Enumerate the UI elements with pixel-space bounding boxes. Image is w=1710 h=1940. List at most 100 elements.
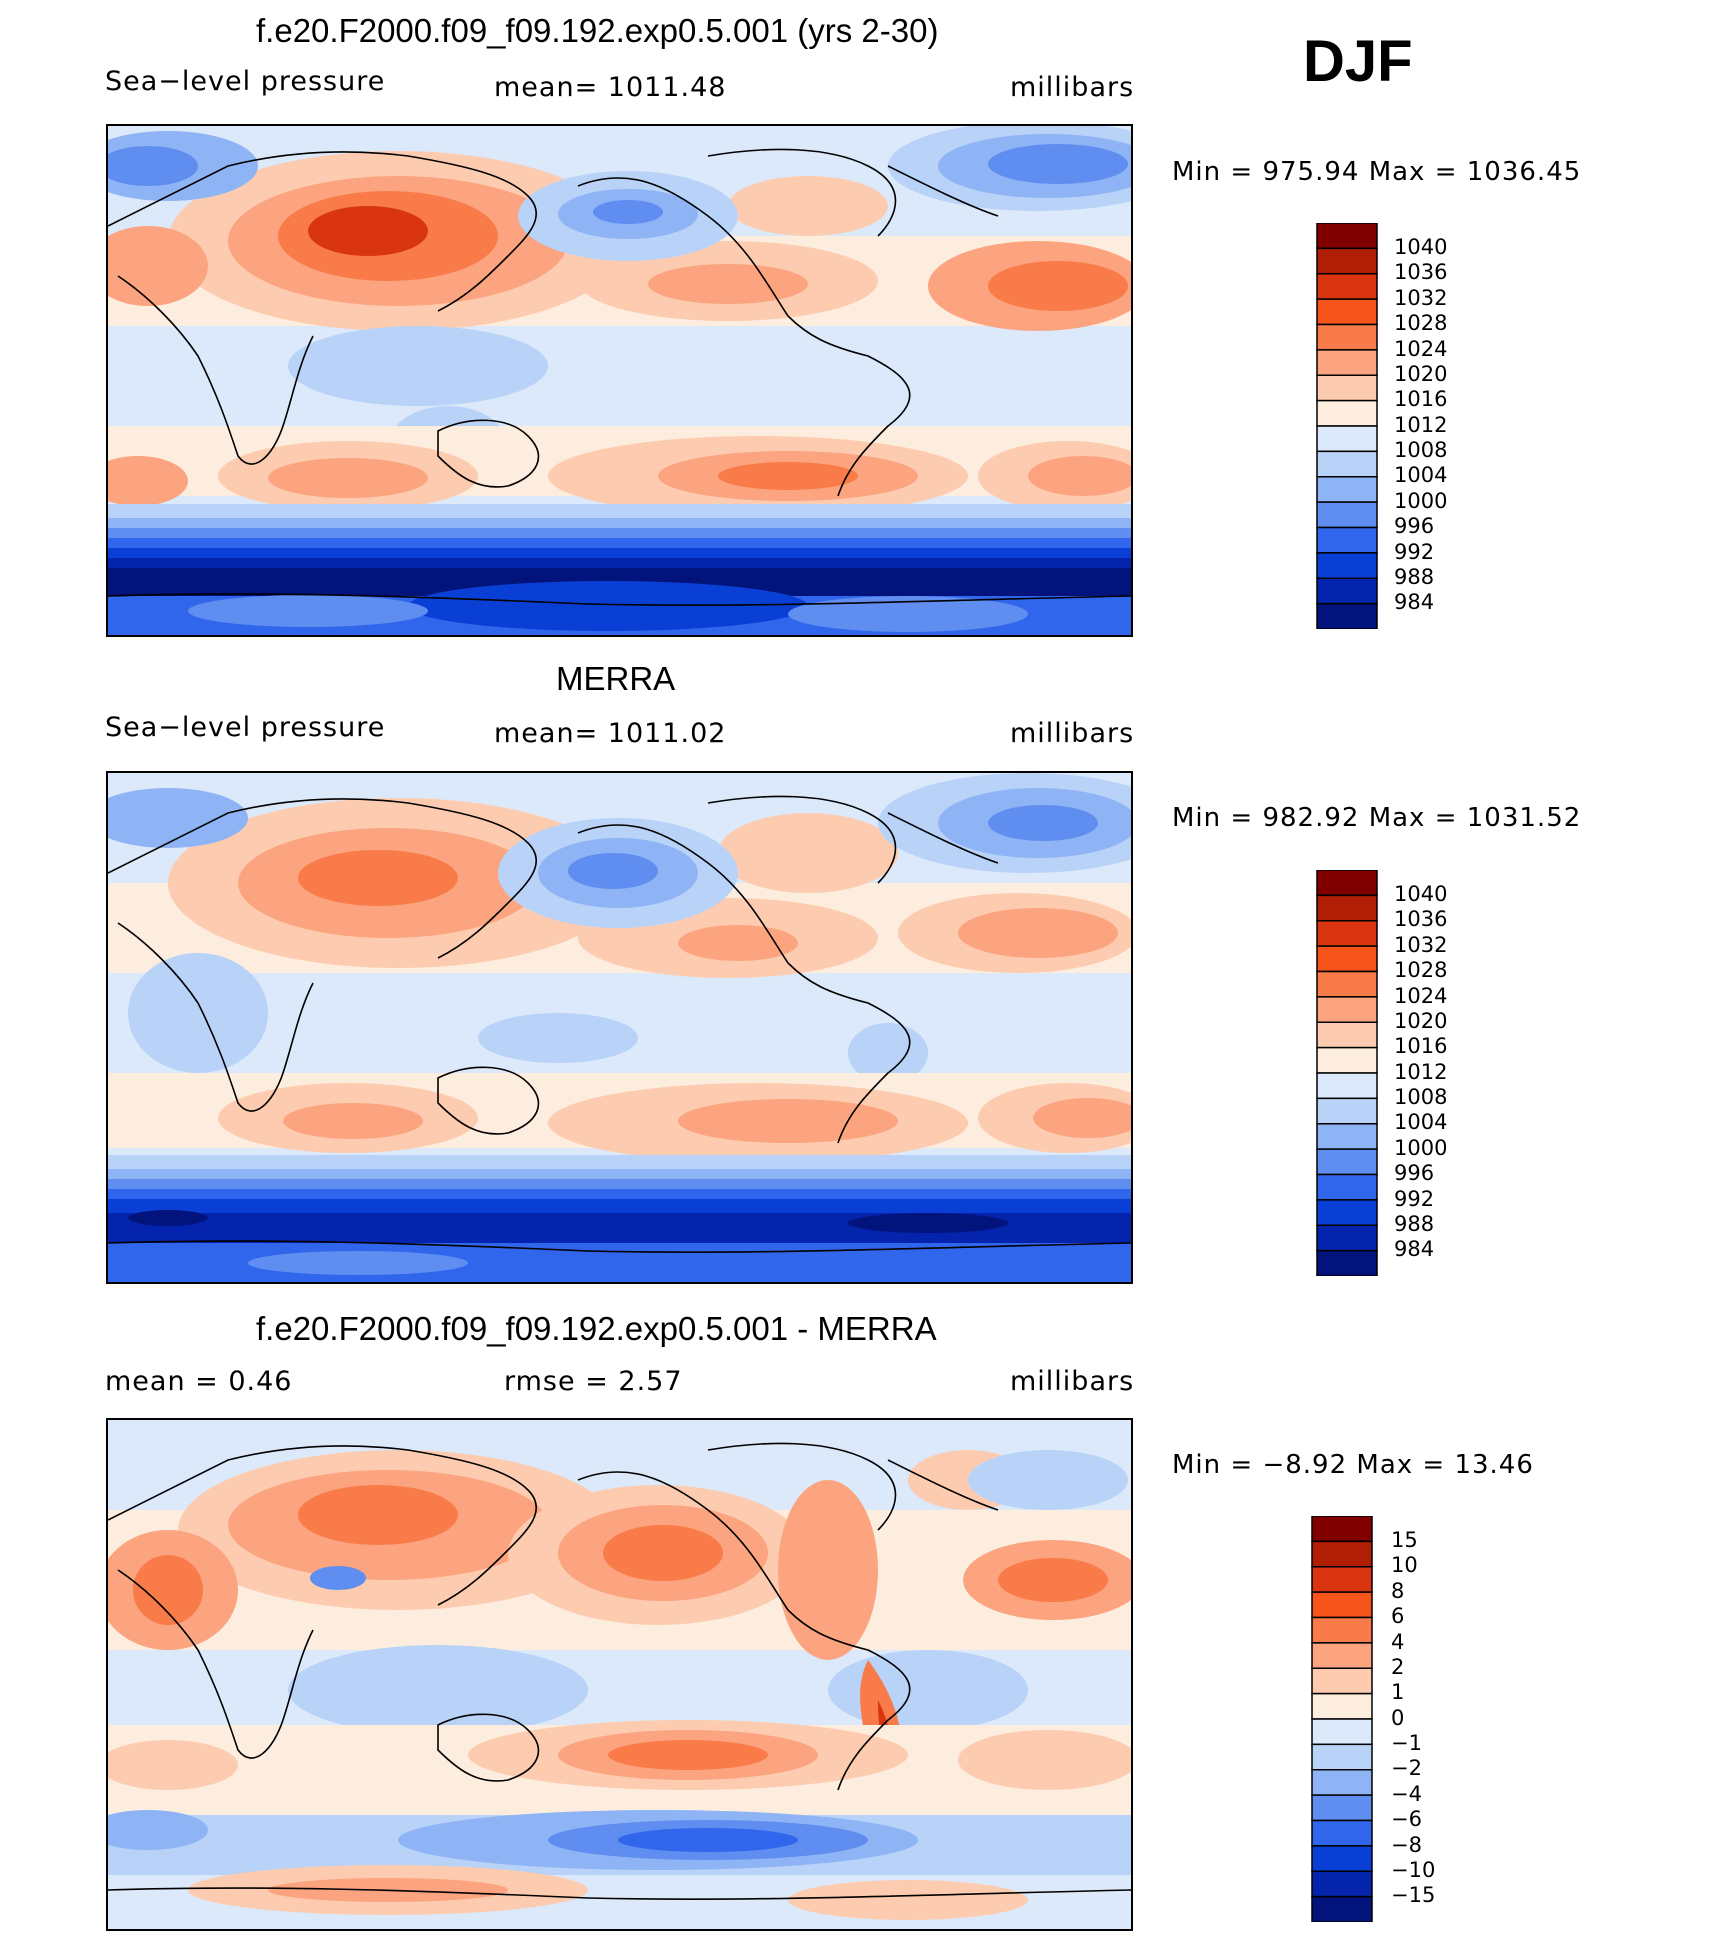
colorbar-tick-label: 1040: [1394, 882, 1448, 906]
colorbar-tick-label: 1020: [1394, 361, 1448, 386]
colorbar-tick-label: 1000: [1394, 1135, 1448, 1160]
colorbar-swatch: [1311, 1692, 1373, 1720]
colorbar-tick-label: 2: [1391, 1654, 1405, 1679]
colorbar-swatch: [1311, 1566, 1373, 1593]
colorbar-swatch: [1311, 1516, 1373, 1543]
colorbar-swatch: [1316, 1072, 1378, 1100]
colorbar-tick-label: −6: [1391, 1807, 1422, 1832]
colorbar-tick-label: 0: [1391, 1705, 1405, 1730]
colorbar-swatch: [1316, 1249, 1378, 1276]
panel-3-mean-label: mean = 0.46: [105, 1366, 293, 1397]
colorbar-swatch: [1311, 1667, 1373, 1695]
colorbar-swatch: [1316, 1224, 1378, 1252]
colorbar-swatch: [1316, 1046, 1378, 1074]
colorbar-tick-label: 1032: [1394, 932, 1448, 957]
colorbar-swatch: [1311, 1743, 1373, 1771]
colorbar-tick-label: −10: [1391, 1857, 1436, 1882]
colorbar-swatch: [1316, 552, 1378, 579]
colorbar-swatch: [1316, 996, 1378, 1023]
colorbar-swatch: [1316, 450, 1378, 478]
colorbar-swatch: [1316, 501, 1378, 529]
colorbar-tick-label: 988: [1394, 564, 1435, 589]
colorbar-swatch: [1316, 349, 1378, 376]
colorbar-tick-label: 1036: [1394, 907, 1448, 932]
colorbar-swatch: [1316, 399, 1378, 427]
colorbar-tick-label: −8: [1391, 1832, 1422, 1857]
colorbar-swatch: [1316, 970, 1378, 998]
colorbar-tick-label: 4: [1391, 1629, 1405, 1654]
colorbar-tick-label: 1: [1391, 1680, 1405, 1705]
colorbar-swatch: [1316, 1097, 1378, 1125]
panel-2-colorbar: [1316, 870, 1378, 1276]
colorbar-swatch: [1316, 945, 1378, 973]
colorbar-swatch: [1316, 425, 1378, 453]
colorbar-swatch: [1316, 1199, 1378, 1226]
colorbar-swatch: [1316, 476, 1378, 503]
colorbar-swatch: [1316, 870, 1378, 897]
colorbar-tick-label: −2: [1391, 1756, 1422, 1781]
colorbar-swatch: [1316, 1173, 1378, 1201]
colorbar-swatch: [1311, 1794, 1373, 1822]
colorbar-swatch: [1311, 1769, 1373, 1796]
season-label: DJF: [1303, 29, 1413, 94]
colorbar-tick-label: 1040: [1394, 235, 1448, 259]
colorbar-tick-label: 1004: [1394, 1110, 1448, 1135]
colorbar-tick-label: 1032: [1394, 285, 1448, 310]
panel-2-title: MERRA: [556, 660, 676, 697]
colorbar-swatch: [1316, 323, 1378, 351]
colorbar-swatch: [1316, 374, 1378, 402]
colorbar-tick-label: 1000: [1394, 488, 1448, 513]
colorbar-swatch: [1311, 1616, 1373, 1644]
colorbar-tick-label: 984: [1394, 590, 1435, 615]
colorbar-tick-label: 1028: [1394, 311, 1448, 336]
colorbar-swatch: [1311, 1845, 1373, 1872]
colorbar-tick-label: 996: [1394, 1161, 1435, 1186]
colorbar-tick-label: 1008: [1394, 1085, 1448, 1109]
colorbar-swatch: [1316, 526, 1378, 554]
panel-1-title: f.e20.F2000.f09_f09.192.exp0.5.001 (yrs …: [256, 12, 939, 49]
colorbar-tick-label: 8: [1391, 1578, 1405, 1603]
panel-1-minmax: Min = 975.94 Max = 1036.45: [1172, 157, 1582, 187]
colorbar-tick-label: 1008: [1394, 438, 1448, 462]
colorbar-tick-label: 984: [1394, 1237, 1435, 1262]
colorbar-swatch: [1311, 1718, 1373, 1746]
panel-1-colorbar: [1316, 223, 1378, 629]
colorbar-swatch: [1316, 577, 1378, 605]
colorbar-tick-label: −15: [1391, 1883, 1436, 1908]
colorbar-tick-label: 1028: [1394, 958, 1448, 983]
colorbar-tick-label: 1020: [1394, 1008, 1448, 1033]
colorbar-tick-label: 1024: [1394, 983, 1448, 1008]
colorbar-swatch: [1316, 223, 1378, 250]
colorbar-swatch: [1316, 1148, 1378, 1176]
colorbar-tick-label: 10: [1391, 1553, 1418, 1578]
colorbar-swatch: [1311, 1870, 1373, 1898]
panel-2-mean-label: mean= 1011.02: [494, 718, 727, 749]
colorbar-swatch: [1311, 1591, 1373, 1619]
panel-1-mean-label: mean= 1011.48: [494, 72, 727, 103]
colorbar-swatch: [1311, 1540, 1373, 1568]
panel-3-colorbar: [1311, 1516, 1373, 1922]
colorbar-tick-label: 992: [1394, 539, 1435, 564]
colorbar-swatch: [1316, 920, 1378, 947]
colorbar-tick-label: 1004: [1394, 463, 1448, 488]
panel-3-minmax: Min = −8.92 Max = 13.46: [1172, 1450, 1534, 1480]
colorbar-tick-label: 1016: [1394, 387, 1448, 412]
panel-1-map: [106, 124, 1133, 637]
colorbar-tick-label: 1036: [1394, 260, 1448, 285]
panel-1-units-label: millibars: [1010, 72, 1135, 103]
panel-3-title: f.e20.F2000.f09_f09.192.exp0.5.001 - MER…: [256, 1310, 937, 1347]
colorbar-tick-label: 1012: [1394, 1059, 1448, 1084]
colorbar-swatch: [1316, 298, 1378, 326]
colorbar-tick-label: 1012: [1394, 412, 1448, 437]
colorbar-swatch: [1316, 247, 1378, 275]
colorbar-tick-label: 992: [1394, 1186, 1435, 1211]
colorbar-swatch: [1316, 1123, 1378, 1150]
colorbar-swatch: [1316, 273, 1378, 300]
colorbar-tick-label: 1024: [1394, 336, 1448, 361]
panel-2-map: [106, 771, 1133, 1284]
colorbar-swatch: [1311, 1642, 1373, 1669]
panel-3-map: [106, 1418, 1133, 1931]
colorbar-tick-label: −4: [1391, 1781, 1422, 1806]
colorbar-tick-label: 988: [1394, 1211, 1435, 1236]
panel-1-variable-label: Sea−level pressure: [105, 66, 386, 97]
